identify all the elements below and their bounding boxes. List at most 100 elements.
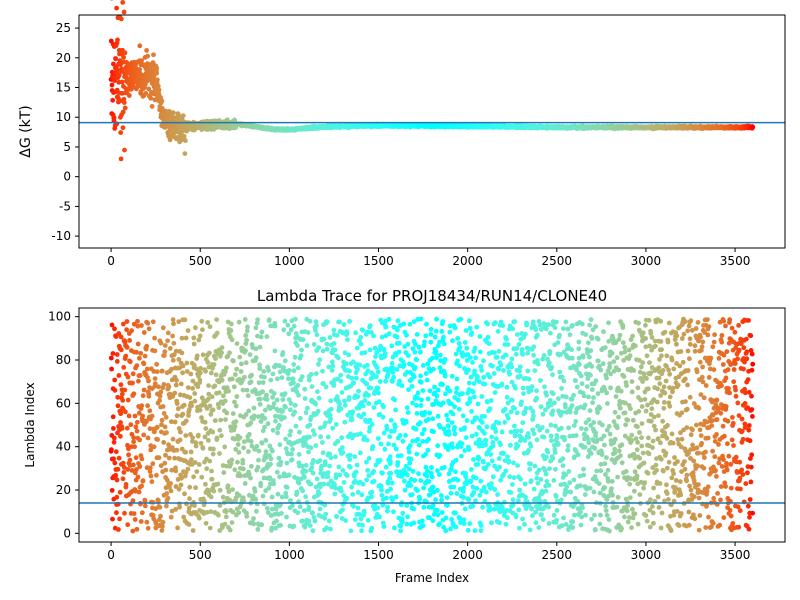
data-point [227, 350, 232, 356]
data-point [322, 459, 328, 465]
data-point [124, 345, 130, 350]
data-point [116, 455, 122, 461]
data-point [238, 473, 244, 479]
data-point [180, 370, 186, 376]
data-point [118, 433, 123, 439]
data-point [245, 393, 251, 399]
data-point [122, 105, 128, 111]
data-point [125, 467, 131, 472]
data-point [298, 415, 303, 421]
data-point [151, 52, 156, 58]
x-tick-label: 1000 [274, 254, 305, 268]
data-point [119, 79, 125, 85]
data-point [123, 353, 129, 359]
data-point [185, 385, 191, 390]
data-point [124, 319, 130, 324]
data-point [236, 510, 242, 516]
data-point [268, 456, 274, 462]
data-point [185, 328, 191, 333]
data-point [334, 394, 340, 400]
data-point [160, 325, 166, 331]
data-point [348, 528, 354, 534]
data-point [283, 404, 288, 410]
data-point [216, 390, 222, 396]
data-point [287, 407, 293, 413]
data-point [117, 516, 122, 522]
data-point [223, 509, 229, 515]
data-point [170, 357, 176, 363]
data-point [264, 334, 270, 339]
data-point [110, 351, 116, 356]
data-point [137, 355, 142, 361]
y-tick-label: 10 [56, 110, 71, 124]
data-point [139, 510, 145, 516]
data-point [313, 443, 319, 448]
data-point [228, 321, 234, 327]
data-point [208, 494, 214, 500]
data-point [213, 418, 218, 423]
y-tick-label: 25 [56, 21, 71, 35]
data-point [203, 368, 209, 374]
data-point [195, 432, 201, 438]
data-point [290, 447, 295, 452]
data-point [289, 451, 294, 457]
data-point [248, 475, 253, 481]
data-point [308, 481, 314, 487]
data-point [230, 411, 236, 416]
data-point [231, 384, 237, 390]
data-point [290, 503, 295, 509]
data-point [113, 472, 119, 478]
data-point [159, 368, 165, 374]
data-point [118, 16, 124, 22]
data-point [172, 390, 178, 396]
data-point [228, 328, 234, 333]
data-point [199, 318, 205, 324]
data-point [310, 528, 316, 534]
data-point [339, 445, 345, 450]
data-point [151, 444, 157, 450]
data-point [147, 465, 153, 471]
data-point [256, 380, 262, 386]
data-point [212, 383, 218, 389]
data-point [120, 0, 126, 5]
data-point [246, 449, 251, 454]
data-point [138, 351, 144, 356]
data-point [219, 345, 225, 350]
data-point [750, 124, 756, 130]
data-point [257, 366, 263, 371]
data-point [203, 520, 209, 526]
data-point [283, 494, 289, 500]
data-point [110, 414, 116, 420]
data-point [128, 422, 134, 428]
data-point [181, 133, 187, 139]
data-point [160, 106, 165, 111]
data-point [191, 341, 197, 347]
data-point [210, 407, 216, 413]
data-point [109, 447, 114, 453]
data-point [170, 110, 176, 116]
data-point [325, 434, 331, 440]
data-point [229, 376, 235, 382]
data-point [122, 387, 128, 393]
data-point [121, 100, 127, 105]
data-point [111, 61, 116, 67]
data-point [320, 368, 325, 374]
data-point [219, 377, 225, 383]
data-point [328, 455, 334, 461]
data-point [251, 413, 257, 419]
data-point [118, 156, 124, 162]
data-point [149, 104, 155, 109]
data-point [217, 451, 222, 456]
data-point [141, 432, 147, 438]
data-point [256, 457, 261, 463]
data-point [206, 350, 212, 356]
data-point [248, 439, 254, 444]
data-point [130, 380, 135, 386]
data-point [296, 452, 302, 457]
data-point [317, 458, 323, 463]
data-point [300, 518, 305, 524]
data-point [264, 397, 270, 402]
data-point [192, 503, 197, 508]
data-point [282, 318, 288, 324]
data-point [234, 341, 240, 346]
